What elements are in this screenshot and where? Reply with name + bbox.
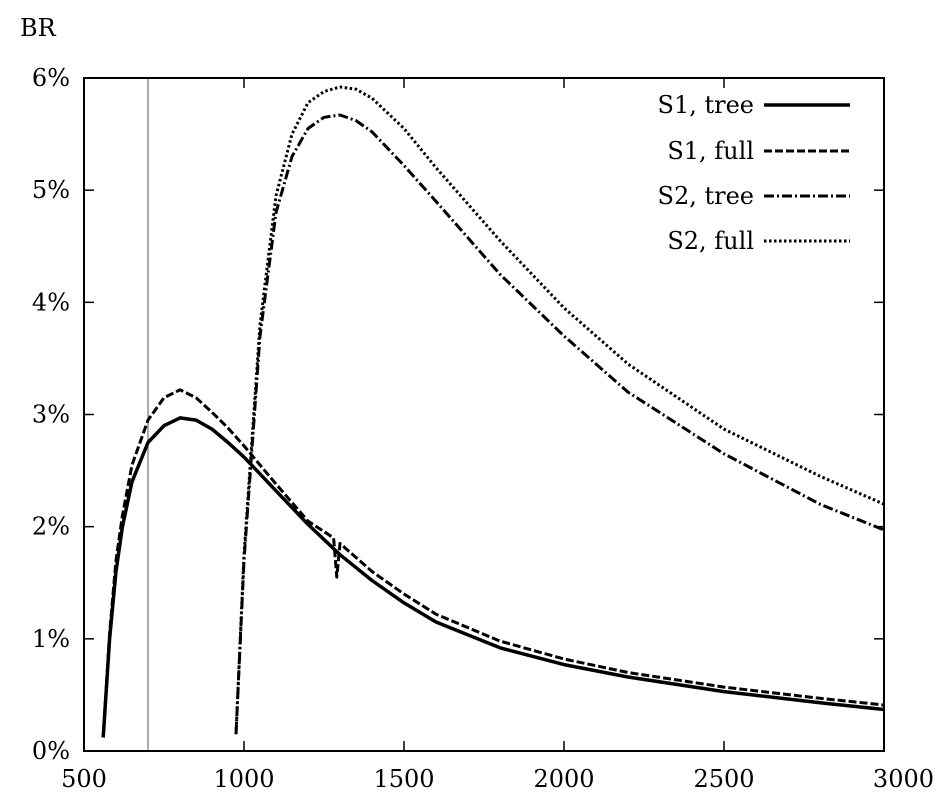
plot-frame: [83, 77, 885, 752]
x-tick-label: 3000: [873, 765, 934, 793]
y-tick-label: 1%: [32, 625, 70, 653]
y-tick-label: 4%: [32, 288, 70, 316]
y-axis-title: BR: [20, 14, 57, 42]
legend-label-4: S2, full: [667, 227, 754, 255]
x-tick-label: 500: [61, 765, 107, 793]
y-tick-label: 2%: [32, 513, 70, 541]
series-line-3: [234, 113, 885, 735]
y-tick-label: 6%: [32, 64, 70, 92]
legend: S1, tree S1, full S2, tree S2, full: [658, 91, 850, 255]
x-tick-label: 1000: [213, 765, 274, 793]
tick-layer: 500 1000 1500 2000 2500 3000 0% 1% 2% 3% 4% 5% 6%: [32, 64, 934, 793]
series-layer: [101, 85, 885, 738]
y-tick-label: 0%: [32, 737, 70, 765]
series-line-1: [101, 416, 885, 738]
y-tick-label: 3%: [32, 401, 70, 429]
x-tick-label: 1500: [373, 765, 434, 793]
series-line-4: [234, 85, 885, 735]
x-tick-label: 2000: [533, 765, 594, 793]
series-line-2: [101, 388, 885, 738]
x-tick-label: 2500: [693, 765, 754, 793]
legend-label-1: S1, tree: [658, 91, 755, 119]
y-tick-label: 5%: [32, 176, 70, 204]
legend-label-3: S2, tree: [658, 182, 755, 210]
legend-label-2: S1, full: [667, 137, 754, 165]
